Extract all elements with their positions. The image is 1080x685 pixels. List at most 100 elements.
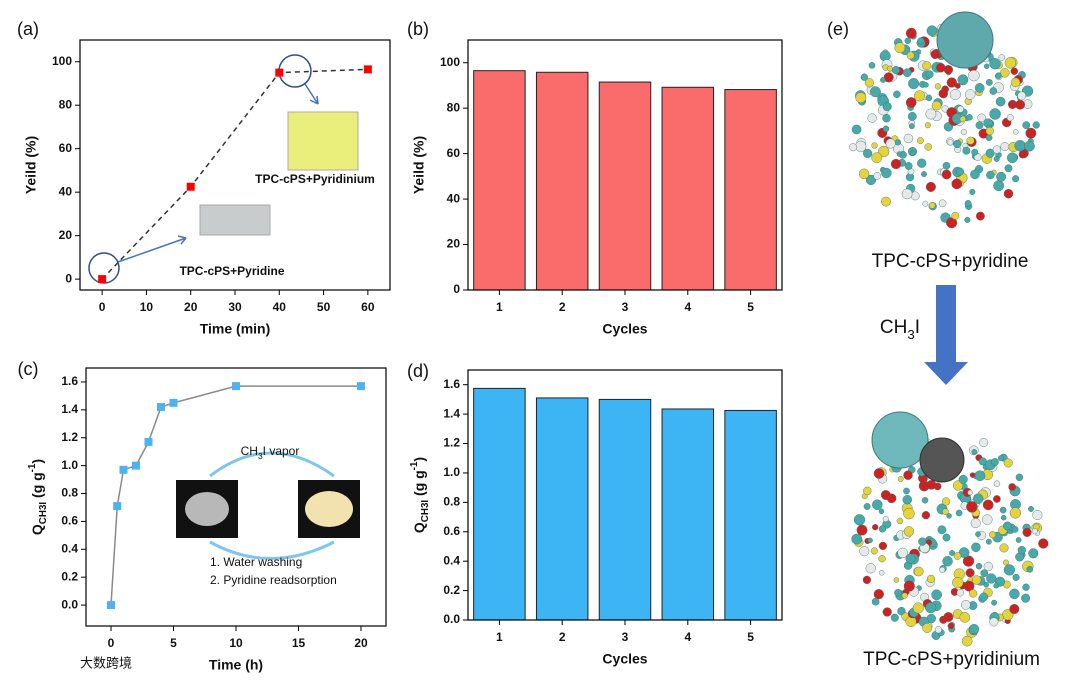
atom bbox=[855, 92, 867, 104]
atom bbox=[1015, 473, 1024, 481]
atom bbox=[982, 514, 993, 525]
atom bbox=[887, 65, 893, 72]
marker bbox=[144, 437, 153, 446]
atom bbox=[1025, 127, 1037, 139]
atom bbox=[1024, 140, 1035, 152]
atom bbox=[965, 568, 975, 578]
atom bbox=[959, 612, 971, 623]
atom bbox=[974, 470, 986, 482]
atom bbox=[967, 489, 973, 496]
atom bbox=[971, 575, 982, 585]
atom bbox=[894, 589, 902, 597]
atom bbox=[1018, 150, 1027, 159]
x-tick-label: 50 bbox=[317, 300, 331, 314]
atom bbox=[913, 566, 924, 577]
atom bbox=[878, 555, 886, 563]
text-part: 3 bbox=[258, 451, 263, 461]
x-tick-label: 20 bbox=[184, 300, 198, 314]
atom bbox=[942, 556, 953, 567]
atom bbox=[930, 49, 940, 60]
y-tick-label: 40 bbox=[59, 184, 73, 198]
atom bbox=[991, 458, 999, 466]
atom bbox=[984, 63, 990, 70]
atom bbox=[993, 582, 1000, 589]
text-part: 3 bbox=[907, 327, 914, 342]
atom bbox=[893, 90, 901, 99]
atom bbox=[880, 490, 891, 500]
annotation: TPC-cPS+Pyridine bbox=[179, 264, 284, 278]
atom bbox=[956, 167, 965, 176]
x-tick-label: 1 bbox=[496, 300, 503, 314]
y-tick-label: 0.2 bbox=[61, 569, 78, 583]
bar bbox=[535, 71, 589, 291]
atom bbox=[859, 546, 870, 557]
text-part: Q bbox=[29, 524, 45, 535]
atom bbox=[853, 514, 866, 526]
marker bbox=[132, 461, 140, 470]
y-axis-label: Yeild (%) bbox=[411, 136, 427, 194]
atom bbox=[993, 495, 1001, 503]
atom bbox=[862, 575, 872, 585]
y-tick-label: 0.8 bbox=[443, 495, 460, 509]
atom bbox=[870, 547, 878, 555]
atom bbox=[878, 508, 885, 514]
atom bbox=[985, 79, 993, 86]
x-tick-label: 15 bbox=[292, 636, 306, 650]
text-part: -1 bbox=[27, 463, 38, 472]
atom bbox=[941, 169, 952, 180]
x-tick-label: 2 bbox=[559, 630, 566, 644]
annotation: 1. Water washing bbox=[210, 555, 302, 569]
text-part: ) bbox=[411, 457, 427, 462]
annotation: 2. Pyridine readsorption bbox=[210, 573, 337, 587]
atom bbox=[1009, 507, 1022, 519]
atom bbox=[925, 94, 933, 102]
atom bbox=[903, 487, 910, 495]
atom bbox=[856, 524, 868, 536]
space-fill bbox=[936, 11, 994, 69]
atom bbox=[964, 200, 972, 207]
arrow bbox=[117, 235, 187, 263]
atom bbox=[1014, 140, 1026, 152]
y-tick-label: 1.0 bbox=[61, 458, 78, 472]
atom bbox=[939, 566, 946, 573]
atom bbox=[868, 62, 876, 69]
axes-frame bbox=[467, 39, 783, 291]
y-tick-label: 1.0 bbox=[443, 465, 460, 479]
atom bbox=[851, 533, 863, 545]
atom bbox=[979, 592, 989, 602]
atom bbox=[986, 573, 997, 584]
atom bbox=[993, 180, 1005, 192]
y-tick-label: 1.2 bbox=[443, 436, 460, 450]
atom bbox=[903, 470, 913, 480]
atom bbox=[922, 200, 929, 207]
photo bbox=[287, 111, 359, 171]
atom bbox=[917, 137, 924, 145]
atom bbox=[951, 211, 960, 220]
atom bbox=[953, 139, 962, 149]
bottom-caption: TPC-cPS+pyridinium bbox=[863, 649, 1040, 670]
top-caption: TPC-cPS+pyridine bbox=[872, 251, 1029, 272]
atom bbox=[958, 474, 968, 484]
atom bbox=[985, 538, 992, 545]
atom bbox=[975, 531, 981, 537]
atom bbox=[1010, 77, 1021, 88]
atom bbox=[872, 524, 879, 531]
atom bbox=[925, 70, 934, 79]
bar bbox=[661, 86, 715, 291]
text-part: I bbox=[915, 317, 920, 338]
atom bbox=[966, 501, 978, 513]
atom bbox=[947, 622, 955, 630]
atom bbox=[903, 526, 915, 537]
marker bbox=[232, 382, 240, 391]
x-tick-label: 30 bbox=[228, 300, 242, 314]
atom bbox=[1032, 510, 1043, 521]
atom bbox=[905, 553, 916, 564]
atom bbox=[1008, 483, 1017, 491]
atom bbox=[1022, 121, 1031, 130]
atom bbox=[871, 597, 880, 606]
atom bbox=[985, 148, 995, 158]
atom bbox=[872, 499, 883, 510]
atom bbox=[1003, 564, 1016, 576]
atom bbox=[1015, 99, 1025, 110]
